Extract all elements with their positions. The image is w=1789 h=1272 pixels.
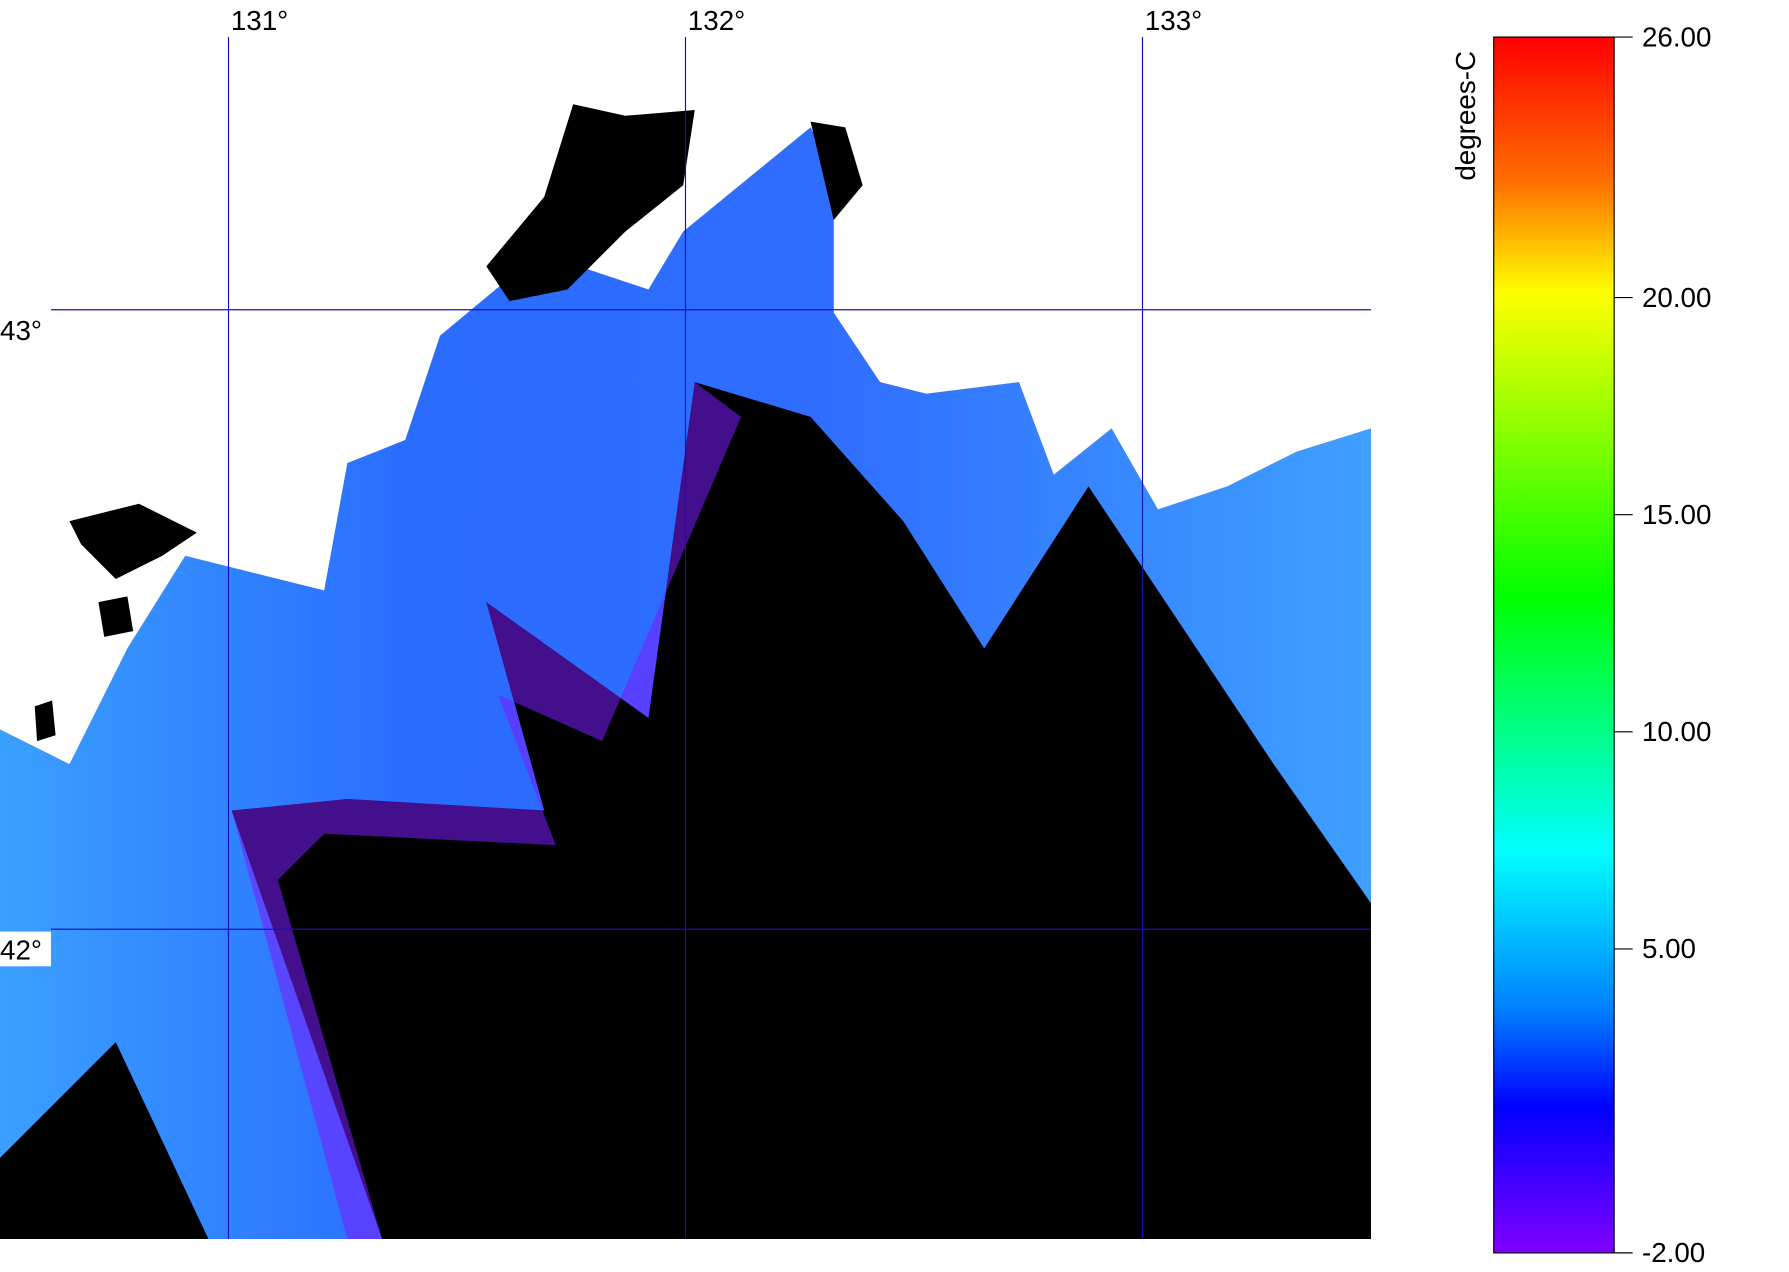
colorbar-tick-label: 5.00 — [1642, 933, 1696, 964]
colorbar-tick-label: -2.00 — [1642, 1237, 1705, 1268]
colorbar-gradient — [1493, 36, 1615, 1254]
lon-label: 132° — [688, 5, 745, 36]
colorbar-tick-label: 15.00 — [1642, 499, 1712, 530]
colorbar-tick-label: 10.00 — [1642, 716, 1712, 747]
lon-label: 131° — [231, 5, 288, 36]
lat-label: 42° — [0, 934, 42, 965]
lon-label: 133° — [1145, 5, 1202, 36]
colorbar-label: degrees-C — [1450, 51, 1481, 181]
colorbar-tick-label: 26.00 — [1642, 21, 1712, 52]
graticule: 131° 132° 133° 43° 42° — [0, 5, 1371, 1239]
lat-label-bg — [0, 931, 51, 967]
lat-label-bg — [0, 312, 51, 347]
lat-label: 43° — [0, 315, 42, 346]
colorbar: degrees-C 26.00 20.00 15.00 10.00 5.00 -2.00 — [1450, 21, 1711, 1268]
colorbar-tick-label: 20.00 — [1642, 282, 1712, 313]
